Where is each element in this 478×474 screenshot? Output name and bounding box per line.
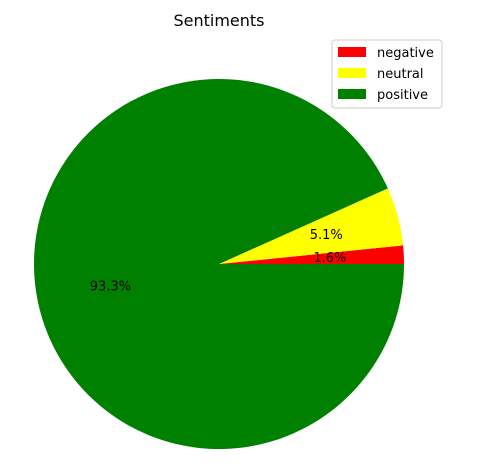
legend-swatch-negative — [338, 47, 366, 57]
pie-percent-label-neutral: 5.1% — [310, 228, 343, 243]
legend-label-neutral: neutral — [377, 67, 424, 82]
legend: negative neutral positive — [331, 39, 443, 109]
legend-label-positive: positive — [377, 88, 428, 103]
chart-title: Sentiments — [173, 11, 264, 30]
pie-slice-negative — [219, 245, 404, 264]
pie-slice-positive — [34, 78, 404, 449]
pie-slices — [34, 78, 404, 449]
pie-percent-label-negative: 1.6% — [313, 251, 346, 266]
legend-swatch-neutral — [338, 68, 366, 78]
legend-swatch-positive — [338, 89, 366, 99]
legend-label-negative: negative — [377, 46, 434, 61]
pie-percent-label-positive: 93.3% — [90, 280, 131, 295]
pie-percent-labels: 1.6% 5.1% 93.3% — [90, 228, 347, 295]
legend-items: negative neutral positive — [338, 46, 434, 103]
pie-slice-neutral — [219, 188, 404, 264]
